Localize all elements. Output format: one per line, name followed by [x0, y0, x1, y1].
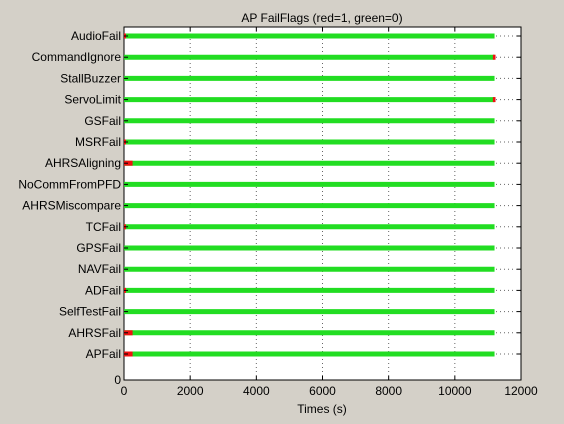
y-tick-label: ServoLimit: [64, 93, 121, 107]
y-tick-label: NAVFail: [78, 262, 121, 276]
x-axis-label: Times (s): [297, 402, 347, 416]
y-tick-label: AHRSMiscompare: [22, 199, 121, 213]
x-tick-label: 8000: [375, 384, 402, 398]
y-tick-label: StallBuzzer: [60, 71, 121, 85]
y-tick-label: GPSFail: [76, 241, 121, 255]
x-tick-label: 12000: [504, 384, 538, 398]
y-tick-label: TCFail: [86, 220, 121, 234]
x-tick-label: 10000: [438, 384, 472, 398]
chart-title: AP FailFlags (red=1, green=0): [241, 11, 402, 25]
series-layer: [124, 33, 496, 357]
x-tick-label: 6000: [309, 384, 336, 398]
axis-layer: 0 2000 4000 6000 8000 10000 12000 AudioFail Comm…: [18, 27, 538, 398]
y-tick-label: SelfTestFail: [59, 305, 121, 319]
y-tick-label: APFail: [86, 347, 121, 361]
y-tick-label: MSRFail: [75, 135, 121, 149]
y-zero-label: 0: [114, 373, 121, 387]
y-tick-label: NoCommFromPFD: [18, 177, 121, 191]
x-tick-label: 2000: [177, 384, 204, 398]
y-tick-label: AudioFail: [71, 29, 121, 43]
y-tick-label: AHRSAligning: [45, 156, 121, 170]
y-tick-label: GSFail: [84, 114, 121, 128]
y-tick-label: ADFail: [85, 283, 121, 297]
y-tick-label: CommandIgnore: [32, 50, 122, 64]
x-tick-label: 4000: [243, 384, 270, 398]
y-tick-label: AHRSFail: [68, 326, 121, 340]
x-tick-label: 0: [121, 384, 128, 398]
